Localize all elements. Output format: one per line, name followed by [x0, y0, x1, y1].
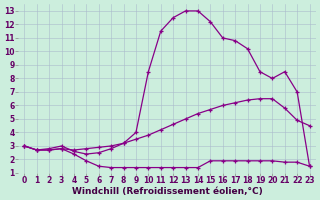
X-axis label: Windchill (Refroidissement éolien,°C): Windchill (Refroidissement éolien,°C) [72, 187, 262, 196]
